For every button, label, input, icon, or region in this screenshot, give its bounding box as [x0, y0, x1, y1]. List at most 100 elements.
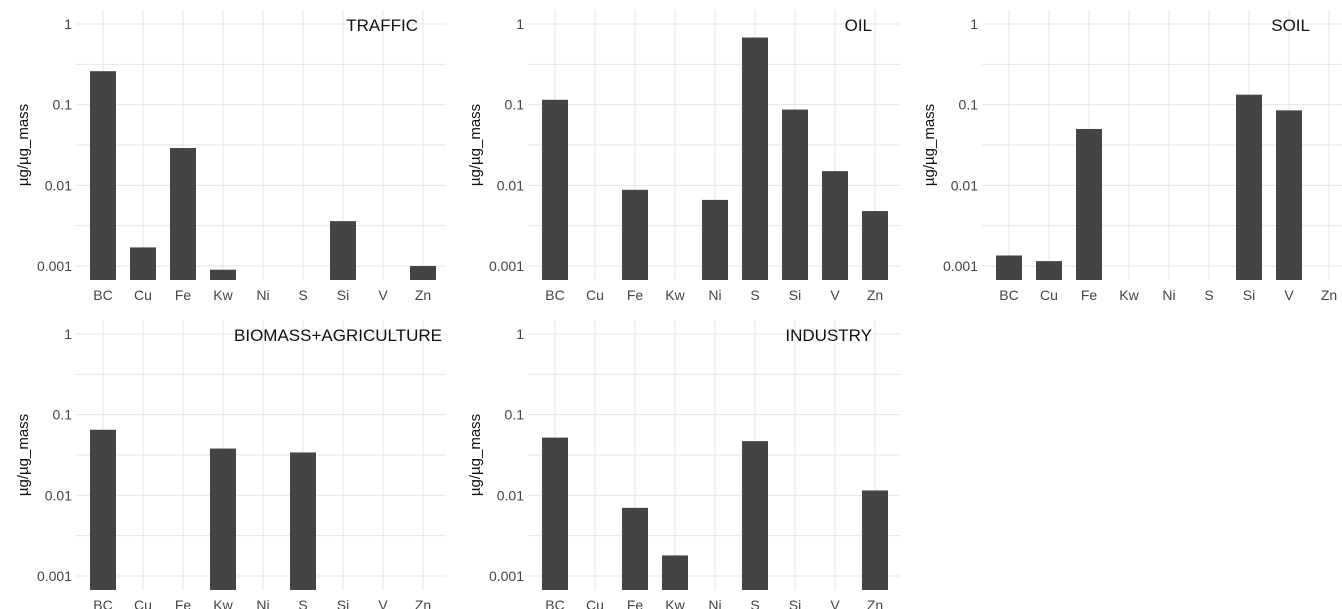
x-tick-label: Cu [586, 287, 604, 303]
x-tick-label: Zn [867, 597, 883, 609]
x-tick-label: BC [93, 597, 112, 609]
panel-title: BIOMASS+AGRICULTURE [234, 326, 442, 345]
x-tick-label: Fe [627, 597, 644, 609]
y-tick-label: 0.001 [37, 568, 72, 584]
panel-title: INDUSTRY [785, 326, 872, 345]
bar-Ni [702, 199, 728, 280]
x-tick-label: Ni [708, 287, 721, 303]
bar-Kw [662, 555, 688, 590]
x-tick-label: S [1204, 287, 1213, 303]
bar-S [290, 452, 316, 590]
y-tick-label: 0.1 [53, 97, 73, 113]
y-tick-label: 0.001 [489, 568, 524, 584]
x-tick-label: Zn [415, 597, 431, 609]
x-tick-label: Ni [1162, 287, 1175, 303]
bar-Fe [170, 148, 196, 280]
chart-panel: 1 0.1 0.01 0.001 BC Cu Fe Kw Ni S Si V Zn µg/µg_mass T… [15, 10, 446, 303]
bar-Cu [130, 247, 156, 280]
bar-Fe [622, 189, 648, 280]
x-tick-label: Zn [415, 287, 431, 303]
x-tick-label: Kw [213, 287, 233, 303]
x-tick-label: Fe [175, 287, 192, 303]
bar-BC [542, 437, 568, 590]
y-axis-label: µg/µg_mass [15, 104, 32, 186]
x-tick-label: Kw [665, 597, 685, 609]
x-tick-label: S [750, 597, 759, 609]
x-tick-label: Fe [175, 597, 192, 609]
y-tick-label: 0.001 [37, 258, 72, 274]
x-tick-label: BC [999, 287, 1018, 303]
bar-Zn [410, 266, 436, 280]
bar-Fe [622, 507, 648, 590]
bar-Si [782, 109, 808, 280]
x-tick-label: Kw [1119, 287, 1139, 303]
bar-Kw [210, 448, 236, 590]
y-tick-label: 0.1 [505, 407, 525, 423]
bar-Zn [862, 490, 888, 590]
panel-title: TRAFFIC [346, 16, 418, 35]
bar-BC [542, 99, 568, 281]
y-tick-label: 0.01 [497, 487, 524, 503]
chart-panel: 1 0.1 0.01 0.001 BC Cu Fe Kw Ni S Si V Zn µg/µg_mass B… [15, 320, 446, 609]
x-tick-label: BC [545, 597, 564, 609]
y-tick-label: 0.01 [951, 177, 978, 193]
y-tick-label: 0.001 [943, 258, 978, 274]
x-tick-label: Fe [627, 287, 644, 303]
x-tick-label: Si [789, 597, 801, 609]
bar-V [822, 171, 848, 280]
y-tick-label: 1 [64, 16, 72, 32]
y-tick-label: 0.01 [45, 177, 72, 193]
y-tick-label: 0.1 [505, 97, 525, 113]
x-tick-label: S [750, 287, 759, 303]
x-tick-label: Zn [867, 287, 883, 303]
x-tick-label: Cu [134, 597, 152, 609]
bar-Cu [1036, 261, 1062, 280]
x-tick-label: S [298, 287, 307, 303]
y-axis-label: µg/µg_mass [15, 414, 32, 496]
x-tick-label: V [830, 287, 840, 303]
bar-BC [90, 429, 116, 590]
x-tick-label: Kw [213, 597, 233, 609]
y-tick-label: 0.01 [45, 487, 72, 503]
bar-Zn [862, 211, 888, 280]
y-axis-label: µg/µg_mass [921, 104, 938, 186]
x-tick-label: V [830, 597, 840, 609]
bar-S [742, 441, 768, 590]
x-tick-label: Si [1243, 287, 1255, 303]
x-tick-label: Fe [1081, 287, 1098, 303]
chart-panel: 1 0.1 0.01 0.001 BC Cu Fe Kw Ni S Si V Zn µg/µg_mass O… [467, 10, 900, 303]
y-tick-label: 0.1 [959, 97, 979, 113]
x-tick-label: V [378, 597, 388, 609]
y-tick-label: 1 [970, 16, 978, 32]
x-tick-label: Zn [1321, 287, 1337, 303]
y-tick-label: 0.01 [497, 177, 524, 193]
bar-Fe [1076, 128, 1102, 280]
x-tick-label: V [378, 287, 388, 303]
x-tick-label: BC [545, 287, 564, 303]
x-tick-label: Ni [256, 287, 269, 303]
x-tick-label: BC [93, 287, 112, 303]
y-axis-label: µg/µg_mass [467, 414, 484, 496]
bar-Kw [210, 269, 236, 280]
y-tick-label: 0.001 [489, 258, 524, 274]
chart-panel: 1 0.1 0.01 0.001 BC Cu Fe Kw Ni S Si V Zn µg/µg_mass S… [921, 10, 1342, 303]
panel-title: OIL [845, 16, 872, 35]
bar-BC [90, 71, 116, 281]
panel-title: SOIL [1271, 16, 1310, 35]
x-tick-label: Si [337, 597, 349, 609]
bar-S [742, 37, 768, 280]
y-axis-label: µg/µg_mass [467, 104, 484, 186]
x-tick-label: Si [789, 287, 801, 303]
x-tick-label: Ni [256, 597, 269, 609]
x-tick-label: V [1284, 287, 1294, 303]
x-tick-label: Cu [1040, 287, 1058, 303]
y-tick-label: 0.1 [53, 407, 73, 423]
x-tick-label: Kw [665, 287, 685, 303]
bar-V [1276, 110, 1302, 281]
bar-Si [1236, 94, 1262, 280]
x-tick-label: Si [337, 287, 349, 303]
y-tick-label: 1 [516, 326, 524, 342]
bar-Si [330, 221, 356, 280]
chart-panel: 1 0.1 0.01 0.001 BC Cu Fe Kw Ni S Si V Zn µg/µg_mass I… [467, 320, 900, 609]
